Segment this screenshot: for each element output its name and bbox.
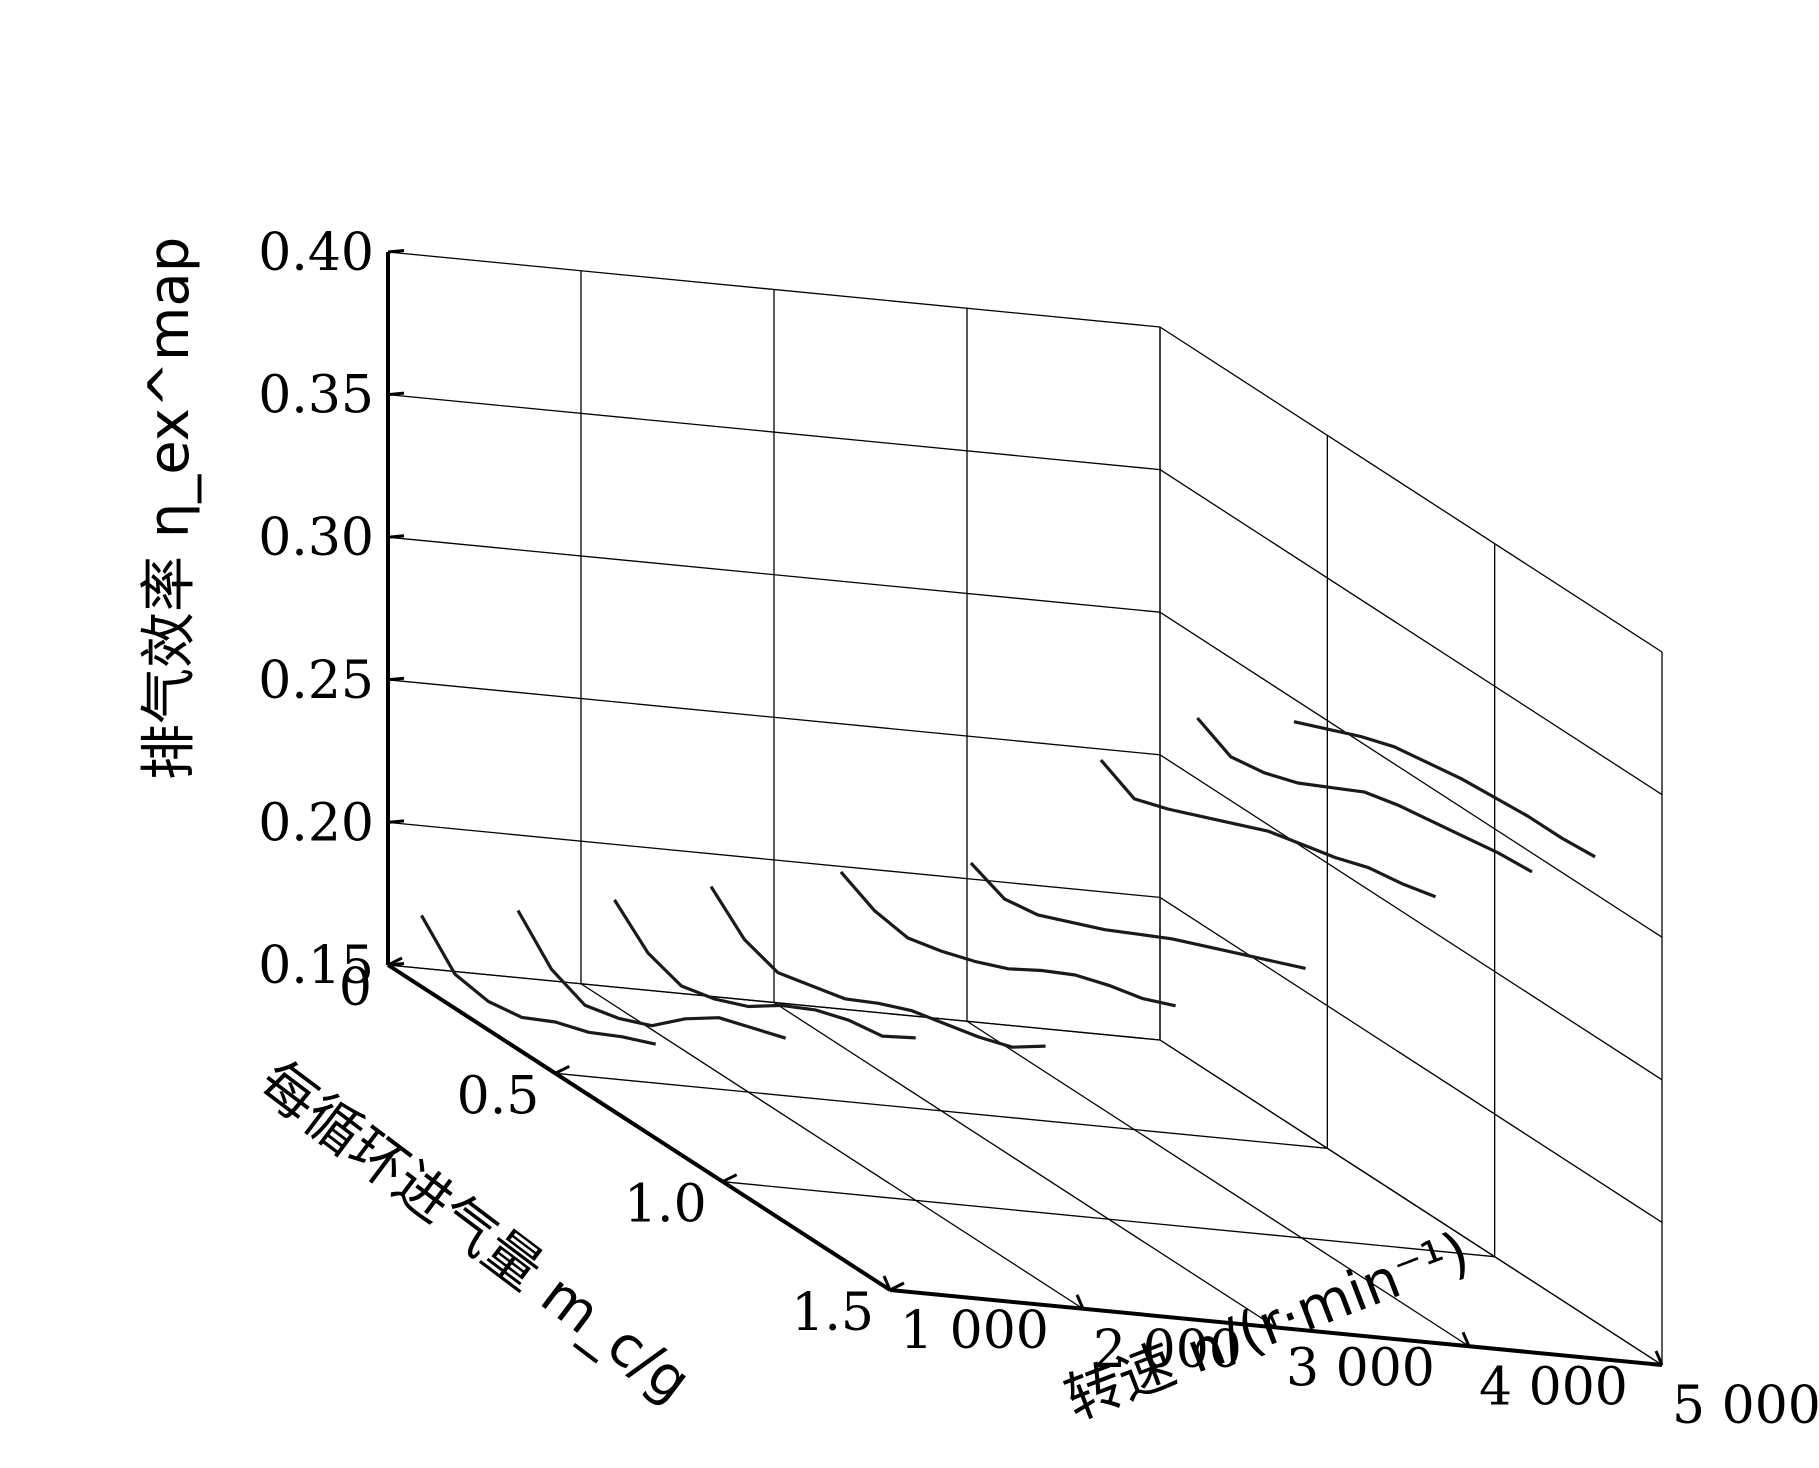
axes xyxy=(386,249,1664,1367)
side-wall-grid-line xyxy=(1159,1039,1663,1366)
y-tick-label: 1.5 xyxy=(791,1283,874,1343)
floor-grid-line xyxy=(555,1072,1328,1149)
x-tick xyxy=(1075,1294,1085,1310)
x-tick xyxy=(1654,1350,1664,1366)
z-tick xyxy=(387,249,405,254)
y-tick-label: 1.0 xyxy=(624,1175,707,1235)
x-tick xyxy=(1268,1312,1278,1329)
curve-speed-3000 xyxy=(839,870,1176,1008)
grid xyxy=(387,251,1663,1366)
z-tick-label: 0.35 xyxy=(258,366,374,426)
side-wall-grid-line xyxy=(1159,754,1663,1081)
y-tick xyxy=(721,1173,738,1184)
y-tick xyxy=(889,1281,905,1292)
floor-grid-line xyxy=(580,983,1084,1310)
curve-speed-2500 xyxy=(709,885,1046,1049)
back-wall-grid-line xyxy=(387,251,1161,328)
x-tick-label: 2 000 xyxy=(1093,1320,1242,1380)
x-tick-label: 3 000 xyxy=(1286,1339,1435,1399)
side-wall-grid-line xyxy=(1159,896,1663,1223)
side-wall-grid-line xyxy=(1159,469,1663,796)
back-wall-grid-line xyxy=(387,393,1161,471)
y-tick xyxy=(554,1064,571,1075)
y-tick-label: 0.5 xyxy=(457,1066,540,1126)
x-tick-label: 1 000 xyxy=(900,1301,1049,1361)
z-tick-label: 0.30 xyxy=(258,508,374,568)
back-wall-grid-line xyxy=(387,821,1161,899)
z-tick-label: 0.40 xyxy=(258,223,374,283)
curve-speed-4500 xyxy=(1196,716,1533,874)
curve-speed-4000 xyxy=(1099,758,1437,899)
z-tick xyxy=(387,534,405,539)
curve-speed-1500 xyxy=(516,909,787,1040)
y-axis xyxy=(386,963,892,1292)
x-tick xyxy=(1461,1331,1471,1347)
curve-speed-1000 xyxy=(420,914,657,1046)
floor-grid-line xyxy=(773,1001,1277,1329)
x-tick-label: 5 000 xyxy=(1672,1376,1819,1436)
z-tick-label: 0.25 xyxy=(258,651,374,711)
z-axis-title: 排气效率 η_ex^map xyxy=(137,237,202,780)
x-tick xyxy=(882,1275,892,1291)
x-tick-label: 4 000 xyxy=(1479,1357,1628,1417)
z-tick-label: 0.20 xyxy=(258,793,374,853)
floor-grid-line xyxy=(722,1181,1495,1258)
back-wall-grid-line xyxy=(387,679,1161,756)
z-tick xyxy=(387,676,405,682)
z-tick xyxy=(387,391,405,397)
back-wall-grid-line xyxy=(387,964,1161,1041)
data-curves xyxy=(420,716,1596,1049)
floor-grid-line xyxy=(966,1020,1470,1347)
z-tick xyxy=(387,819,405,824)
side-wall-grid-line xyxy=(1159,611,1663,938)
curve-speed-5000 xyxy=(1293,720,1596,859)
curve-speed-3500 xyxy=(969,861,1306,970)
y-tick-label: 0 xyxy=(339,958,372,1018)
curve-speed-2000 xyxy=(613,899,916,1040)
z-tick-label: 0.15 xyxy=(258,936,374,996)
tick-labels: 0.15 0.20 0.25 0.30 0.35 0.40 0 0.5 1.0 1.5 1 000 2… xyxy=(258,223,1819,1436)
side-wall-grid-line xyxy=(1159,326,1663,653)
y-tick xyxy=(387,956,403,967)
back-wall-grid-line xyxy=(387,536,1161,613)
